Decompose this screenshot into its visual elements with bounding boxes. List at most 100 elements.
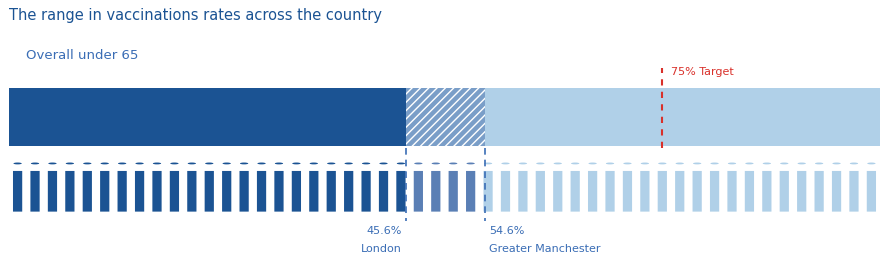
Circle shape	[519, 163, 527, 164]
FancyBboxPatch shape	[501, 171, 510, 212]
Circle shape	[292, 163, 300, 164]
Circle shape	[414, 163, 422, 164]
Circle shape	[222, 163, 231, 164]
Circle shape	[781, 163, 789, 164]
FancyBboxPatch shape	[484, 171, 493, 212]
FancyBboxPatch shape	[188, 171, 196, 212]
FancyBboxPatch shape	[727, 171, 737, 212]
Circle shape	[763, 163, 771, 164]
FancyBboxPatch shape	[65, 171, 75, 212]
FancyBboxPatch shape	[867, 171, 876, 212]
Bar	[406, 88, 485, 146]
Circle shape	[589, 163, 597, 164]
FancyBboxPatch shape	[814, 171, 824, 212]
FancyBboxPatch shape	[413, 171, 423, 212]
Circle shape	[240, 163, 248, 164]
Text: The range in vaccinations rates across the country: The range in vaccinations rates across t…	[9, 8, 382, 23]
FancyBboxPatch shape	[780, 171, 789, 212]
Circle shape	[188, 163, 196, 164]
Circle shape	[797, 163, 805, 164]
Circle shape	[641, 163, 649, 164]
FancyBboxPatch shape	[222, 171, 231, 212]
FancyBboxPatch shape	[518, 171, 527, 212]
FancyBboxPatch shape	[135, 171, 144, 212]
FancyBboxPatch shape	[745, 171, 754, 212]
FancyBboxPatch shape	[344, 171, 353, 212]
Circle shape	[676, 163, 684, 164]
Text: 54.6%: 54.6%	[489, 226, 525, 236]
FancyBboxPatch shape	[83, 171, 92, 212]
FancyBboxPatch shape	[710, 171, 719, 212]
FancyBboxPatch shape	[466, 171, 476, 212]
FancyBboxPatch shape	[48, 171, 57, 212]
Circle shape	[345, 163, 353, 164]
FancyBboxPatch shape	[797, 171, 806, 212]
Circle shape	[396, 163, 405, 164]
Circle shape	[171, 163, 179, 164]
FancyBboxPatch shape	[326, 171, 336, 212]
FancyBboxPatch shape	[675, 171, 685, 212]
Text: Greater Manchester: Greater Manchester	[489, 244, 600, 254]
Circle shape	[449, 163, 457, 164]
Circle shape	[153, 163, 161, 164]
Circle shape	[623, 163, 631, 164]
FancyBboxPatch shape	[170, 171, 179, 212]
FancyBboxPatch shape	[152, 171, 162, 212]
Circle shape	[571, 163, 580, 164]
Bar	[485, 88, 880, 146]
FancyBboxPatch shape	[536, 171, 545, 212]
Circle shape	[362, 163, 370, 164]
Text: 45.6%: 45.6%	[366, 226, 402, 236]
Circle shape	[868, 163, 876, 164]
FancyBboxPatch shape	[553, 171, 563, 212]
Circle shape	[484, 163, 493, 164]
Circle shape	[275, 163, 283, 164]
FancyBboxPatch shape	[762, 171, 772, 212]
FancyBboxPatch shape	[449, 171, 458, 212]
FancyBboxPatch shape	[431, 171, 440, 212]
FancyBboxPatch shape	[100, 171, 109, 212]
FancyBboxPatch shape	[204, 171, 214, 212]
FancyBboxPatch shape	[309, 171, 318, 212]
FancyBboxPatch shape	[117, 171, 127, 212]
Circle shape	[66, 163, 74, 164]
FancyBboxPatch shape	[588, 171, 597, 212]
Circle shape	[84, 163, 92, 164]
Circle shape	[832, 163, 841, 164]
Circle shape	[205, 163, 213, 164]
Circle shape	[48, 163, 57, 164]
Circle shape	[745, 163, 754, 164]
FancyBboxPatch shape	[832, 171, 841, 212]
Circle shape	[728, 163, 736, 164]
Circle shape	[135, 163, 144, 164]
Circle shape	[554, 163, 562, 164]
FancyBboxPatch shape	[13, 171, 22, 212]
FancyBboxPatch shape	[239, 171, 249, 212]
FancyBboxPatch shape	[623, 171, 632, 212]
FancyBboxPatch shape	[362, 171, 371, 212]
Circle shape	[327, 163, 335, 164]
Circle shape	[467, 163, 475, 164]
Circle shape	[100, 163, 108, 164]
Circle shape	[850, 163, 858, 164]
Circle shape	[258, 163, 266, 164]
FancyBboxPatch shape	[379, 171, 388, 212]
Circle shape	[693, 163, 701, 164]
FancyBboxPatch shape	[571, 171, 580, 212]
FancyBboxPatch shape	[275, 171, 284, 212]
FancyBboxPatch shape	[658, 171, 667, 212]
Circle shape	[31, 163, 39, 164]
Circle shape	[432, 163, 440, 164]
FancyBboxPatch shape	[605, 171, 614, 212]
FancyBboxPatch shape	[693, 171, 701, 212]
Text: Overall under 65: Overall under 65	[27, 49, 139, 62]
FancyBboxPatch shape	[257, 171, 266, 212]
Circle shape	[815, 163, 823, 164]
FancyBboxPatch shape	[30, 171, 40, 212]
FancyBboxPatch shape	[849, 171, 859, 212]
Text: London: London	[361, 244, 402, 254]
FancyBboxPatch shape	[396, 171, 405, 212]
Circle shape	[380, 163, 388, 164]
FancyBboxPatch shape	[292, 171, 301, 212]
Bar	[406, 88, 485, 146]
